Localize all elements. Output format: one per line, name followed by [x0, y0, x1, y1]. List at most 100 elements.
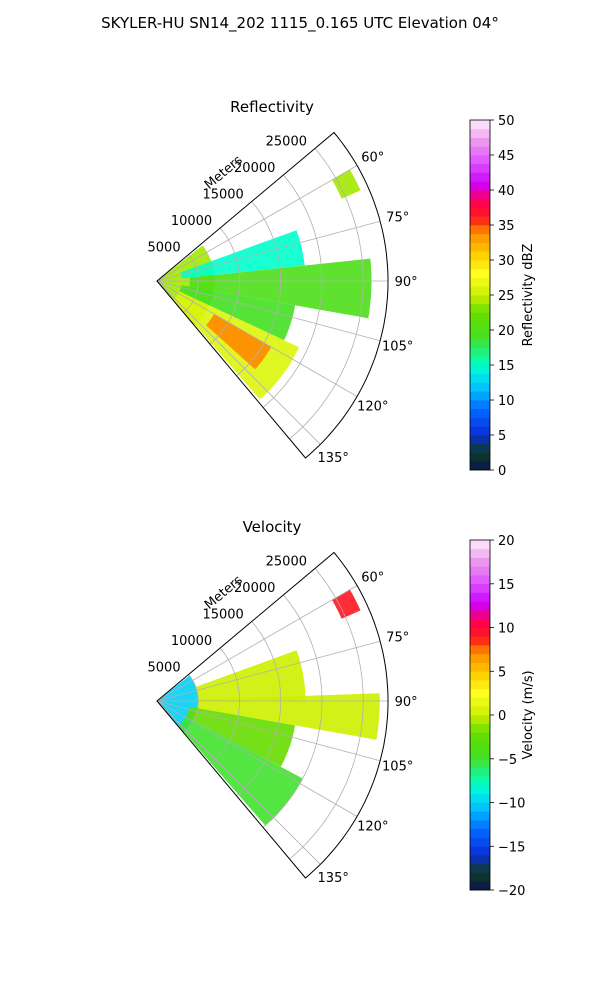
figure-title: SKYLER-HU SN14_202 1115_0.165 UTC Elevat… [101, 14, 499, 32]
colorbar-segment [470, 461, 490, 471]
colorbar-tick-label: −15 [498, 840, 525, 855]
colorbar-segment [470, 452, 490, 462]
azimuth-tick-label: 120° [357, 820, 388, 835]
grid-arc [262, 594, 323, 828]
colorbar-segment [470, 268, 490, 278]
colorbar-segment [470, 120, 490, 130]
colorbar-tick-label: 30 [498, 254, 515, 269]
colorbar-tick-label: 50 [498, 114, 515, 129]
radial-tick-label: 15000 [202, 608, 243, 623]
colorbar-segment [470, 557, 490, 567]
colorbar-tick-label: −20 [498, 884, 525, 899]
colorbar-segment [470, 295, 490, 305]
colorbar-segment [470, 365, 490, 375]
colorbar-segment [470, 776, 490, 786]
colorbar-label: Reflectivity dBZ [521, 244, 536, 347]
sector-frame [156, 131, 389, 459]
colorbar-label: Velocity (m/s) [521, 670, 536, 759]
radial-tick-label: 15000 [202, 188, 243, 203]
colorbar-segment [470, 723, 490, 733]
colorbar-segment [470, 190, 490, 200]
colorbar-segment [470, 321, 490, 331]
colorbar-tick-label: 25 [498, 289, 515, 304]
colorbar-segment [470, 820, 490, 830]
colorbar-segment [470, 636, 490, 646]
colorbar-segment [470, 618, 490, 628]
radial-tick-label: 5000 [148, 661, 181, 676]
colorbar-tick-label: −5 [498, 753, 517, 768]
colorbar-segment [470, 426, 490, 436]
grid-spoke [156, 700, 321, 865]
colorbar-segment [470, 347, 490, 357]
colorbar-segment [470, 277, 490, 287]
data-region [332, 169, 361, 199]
colorbar-tick-label: 15 [498, 578, 515, 593]
colorbar-segment [470, 312, 490, 322]
colorbar-tick-label: 5 [498, 429, 506, 444]
radial-tick-label: 25000 [266, 554, 307, 569]
colorbar-segment [470, 592, 490, 602]
colorbar-segment [470, 680, 490, 690]
colorbar-segment [470, 242, 490, 252]
data-region [186, 706, 296, 767]
colorbar-segment [470, 137, 490, 147]
colorbar-segment [470, 653, 490, 663]
colorbar-segment [470, 207, 490, 217]
data-region [206, 314, 272, 370]
colorbar-tick-label: 0 [498, 464, 506, 479]
colorbar-segment [470, 697, 490, 707]
colorbar-segment [470, 671, 490, 681]
colorbar-segment [470, 443, 490, 453]
colorbar-segment [470, 548, 490, 558]
grid-arc [183, 674, 199, 733]
radial-tick-label: 10000 [171, 634, 212, 649]
azimuth-tick-label: 135° [318, 871, 349, 886]
grid-arc [209, 227, 240, 345]
data-region [179, 285, 296, 341]
colorbar-segment [470, 793, 490, 803]
data-region [178, 716, 303, 826]
colorbar-segment [470, 198, 490, 208]
azimuth-tick-label: 60° [361, 150, 384, 165]
azimuth-tick-label: 75° [386, 631, 409, 646]
azimuth-tick-label: 105° [382, 340, 413, 355]
colorbar-segment [470, 155, 490, 165]
colorbar-segment [470, 382, 490, 392]
colorbar-segment [470, 566, 490, 576]
colorbar-tick-label: 20 [498, 324, 515, 339]
colorbar-segment [470, 662, 490, 672]
colorbar-segment [470, 767, 490, 777]
colorbar-segment [470, 750, 490, 760]
colorbar-segment [470, 863, 490, 873]
colorbar-segment [470, 706, 490, 716]
colorbar-segment [470, 356, 490, 366]
grid-spoke [156, 220, 381, 282]
colorbar-segment [470, 286, 490, 296]
radial-tick-label: 5000 [148, 241, 181, 256]
sector-frame [156, 551, 389, 879]
azimuth-tick-label: 90° [395, 695, 418, 710]
azimuth-tick-label: 75° [386, 211, 409, 226]
colorbar-segment [470, 610, 490, 620]
colorbar-segment [470, 303, 490, 313]
colorbar-segment [470, 715, 490, 725]
colorbar-segment [470, 837, 490, 847]
colorbar-segment [470, 260, 490, 270]
grid-spoke [156, 280, 358, 397]
colorbar-tick-label: 0 [498, 709, 506, 724]
colorbar-segment [470, 216, 490, 226]
colorbar-segment [470, 855, 490, 865]
colorbar-tick-label: −10 [498, 797, 525, 812]
colorbar-tick-label: 15 [498, 359, 515, 374]
grid-spoke [156, 640, 381, 702]
colorbar-segment [470, 400, 490, 410]
colorbar-segment [470, 417, 490, 427]
radial-tick-label: 10000 [171, 214, 212, 229]
grid-arc [289, 148, 364, 440]
radial-tick-label: 20000 [234, 161, 275, 176]
colorbar-tick-label: 5 [498, 665, 506, 680]
colorbar-segment [470, 601, 490, 611]
colorbar-tick-label: 35 [498, 219, 515, 234]
colorbar-segment [470, 785, 490, 795]
colorbar-segment [470, 330, 490, 340]
